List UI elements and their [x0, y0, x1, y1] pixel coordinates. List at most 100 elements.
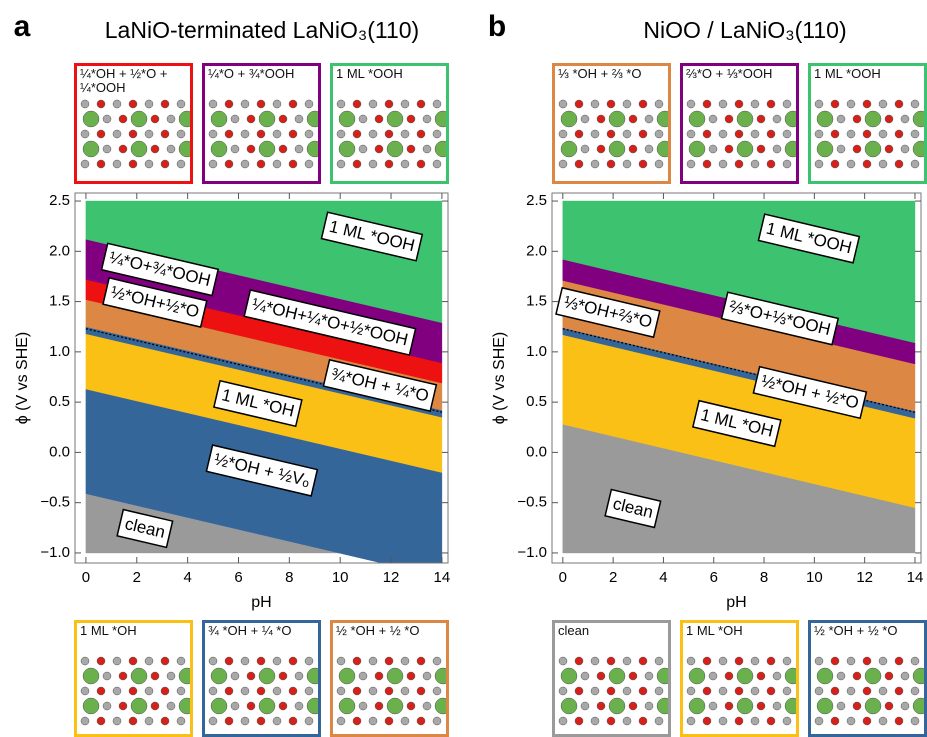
atom [750, 129, 760, 139]
atom [144, 159, 154, 169]
panel-letter: b [488, 10, 506, 43]
atom [852, 671, 862, 681]
atom [374, 701, 384, 711]
atom [112, 99, 122, 109]
atom [416, 716, 426, 726]
atom [386, 697, 404, 715]
atom [608, 110, 626, 128]
atom [208, 686, 218, 696]
y-tick-label: 2.5 [526, 192, 547, 209]
atom [772, 701, 782, 711]
x-axis-label: pH [726, 594, 746, 611]
atom [368, 656, 378, 666]
atom [912, 140, 924, 158]
atom [256, 99, 266, 109]
atom [406, 144, 416, 154]
y-axis-label: ϕ (V vs SHE) [14, 332, 31, 425]
atom [724, 114, 734, 124]
atom [884, 671, 894, 681]
atom [708, 144, 718, 154]
atom [272, 656, 282, 666]
atom [288, 159, 298, 169]
atom [230, 701, 240, 711]
atom [336, 129, 346, 139]
atom [686, 656, 696, 666]
atom [560, 667, 578, 685]
atom [130, 110, 148, 128]
atom [422, 114, 432, 124]
structure-label: 1 ML *OH [686, 623, 743, 638]
y-axis-label: ϕ (V vs SHE) [491, 332, 508, 425]
atom [256, 686, 266, 696]
y-tick-label: −0.5 [517, 494, 547, 511]
atom [80, 656, 90, 666]
atom [846, 99, 856, 109]
atom [718, 159, 728, 169]
atom [772, 671, 782, 681]
atom [406, 701, 416, 711]
atom [580, 671, 590, 681]
atom [766, 716, 776, 726]
atom [96, 99, 106, 109]
atom [432, 129, 442, 139]
region-label-box [243, 289, 417, 356]
atom [724, 701, 734, 711]
y-tick-label: 1.5 [526, 293, 547, 310]
atom [702, 716, 712, 726]
atom [718, 99, 728, 109]
atom [224, 656, 234, 666]
atom [210, 667, 228, 685]
atom [910, 656, 920, 666]
atom [294, 701, 304, 711]
atom [814, 716, 824, 726]
atom [718, 129, 728, 139]
atom [638, 656, 648, 666]
atom [258, 667, 276, 685]
atom [766, 656, 776, 666]
atom [590, 716, 600, 726]
atom [256, 159, 266, 169]
atom [702, 99, 712, 109]
atom [656, 667, 668, 685]
region-label-box [691, 399, 782, 448]
atom [900, 144, 910, 154]
atom [878, 716, 888, 726]
atom [894, 656, 904, 666]
x-tick-label: 12 [383, 569, 400, 586]
atom [352, 656, 362, 666]
atom [374, 671, 384, 681]
atom [718, 716, 728, 726]
atom [358, 144, 368, 154]
x-tick-label: 0 [559, 569, 567, 586]
atom [894, 99, 904, 109]
structure-thumbnail: 1 ML *OH [74, 620, 193, 737]
atom [208, 656, 218, 666]
atom [910, 99, 920, 109]
atom [224, 129, 234, 139]
x-tick-label: 10 [332, 569, 349, 586]
atom [432, 716, 442, 726]
atom [622, 686, 632, 696]
atom [176, 129, 186, 139]
structure-image [336, 99, 446, 169]
structure-label: 1 ML *OOH [336, 66, 403, 81]
atom [702, 129, 712, 139]
atom [558, 99, 568, 109]
atom [176, 99, 186, 109]
x-tick-label: 12 [856, 569, 873, 586]
atom [144, 716, 154, 726]
atom [736, 110, 754, 128]
atom [288, 99, 298, 109]
region-label: clean [604, 488, 662, 529]
x-tick-label: 6 [234, 569, 242, 586]
atom [304, 159, 314, 169]
atom [766, 159, 776, 169]
atom [178, 110, 190, 128]
atom [862, 159, 872, 169]
x-tick-label: 10 [806, 569, 823, 586]
atom [112, 129, 122, 139]
atom [246, 144, 256, 154]
atom [294, 671, 304, 681]
y-tick-label: 1.0 [526, 343, 547, 360]
atom [416, 656, 426, 666]
